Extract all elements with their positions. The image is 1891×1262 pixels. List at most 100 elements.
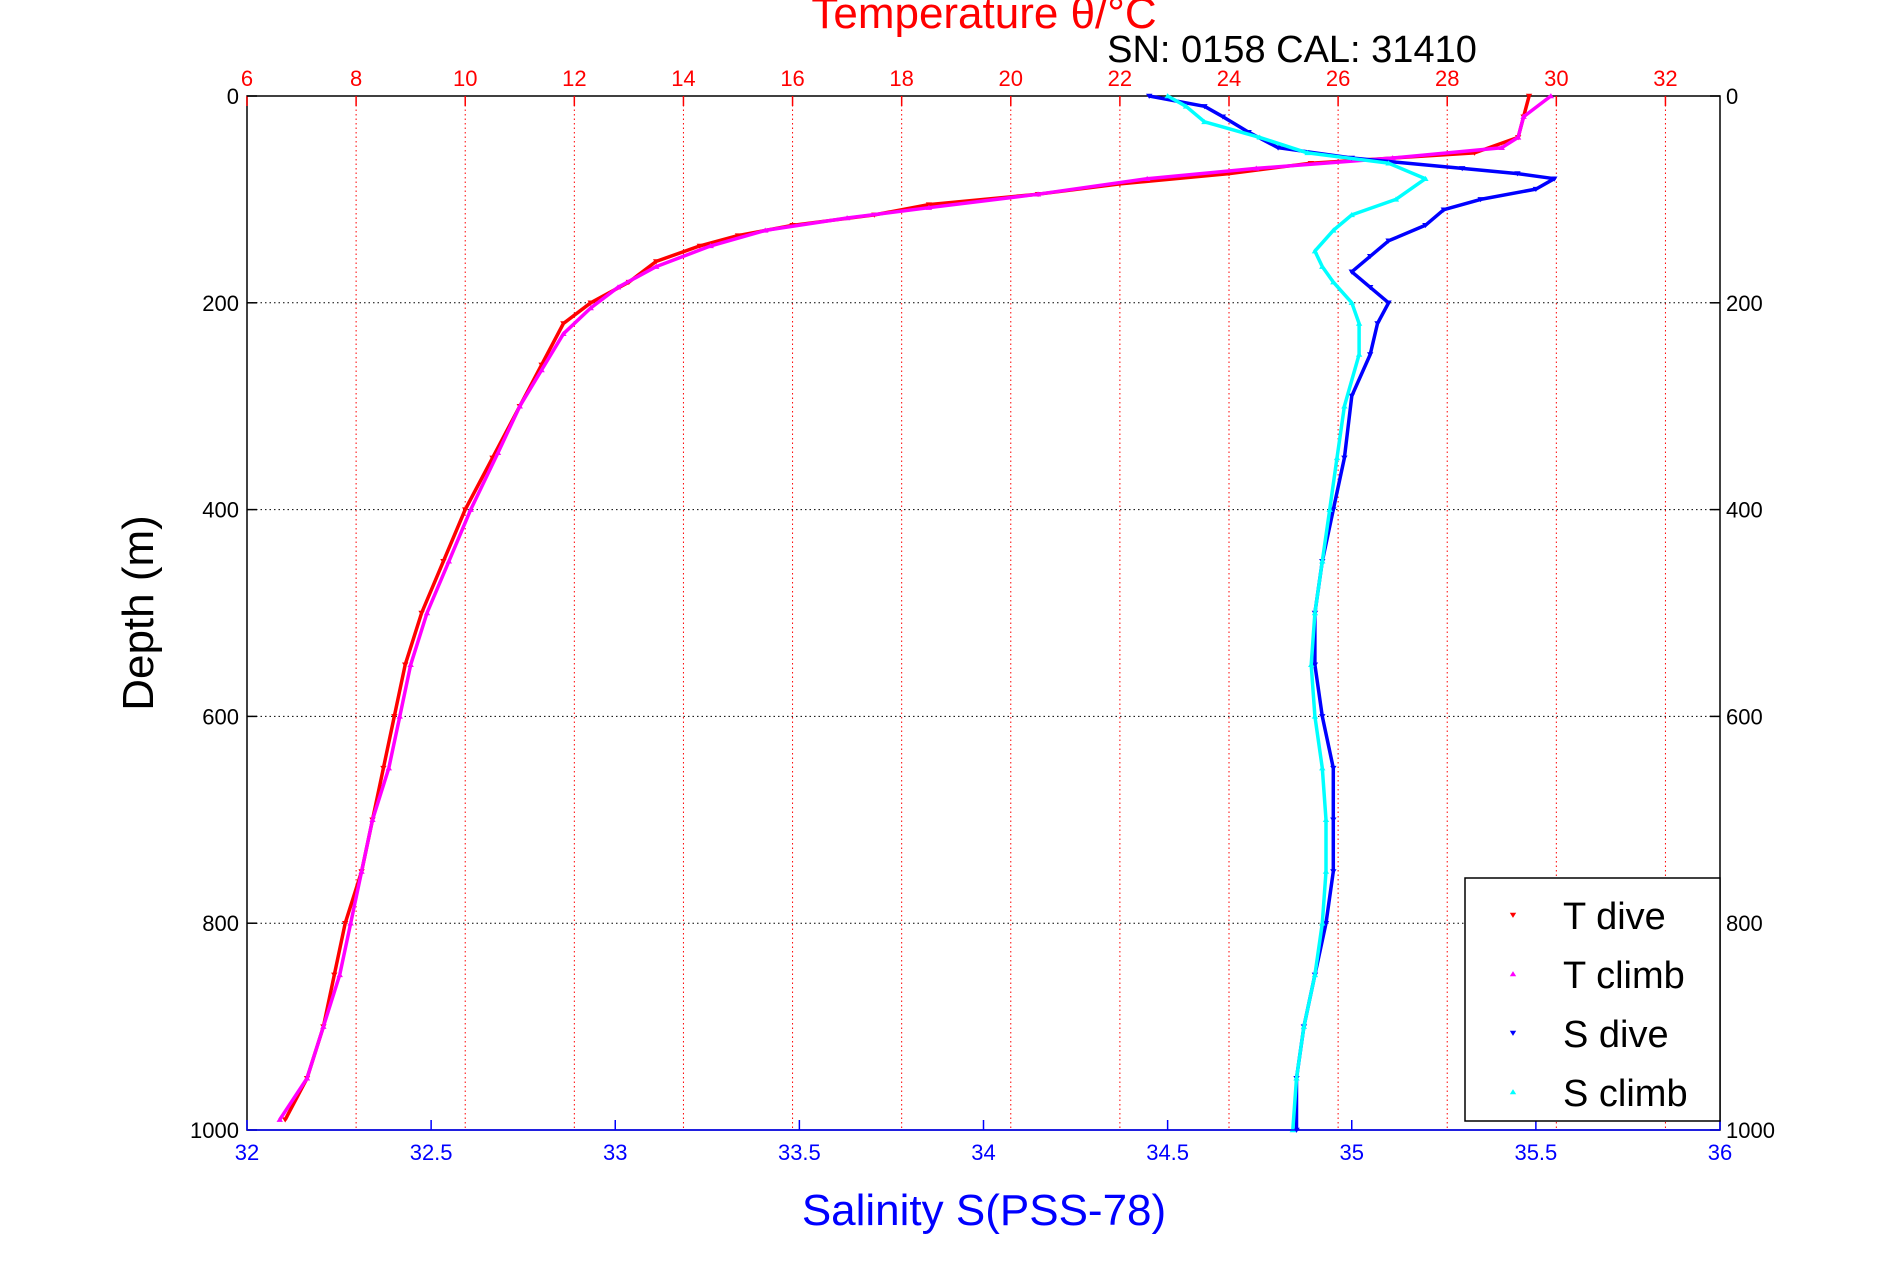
temperature-tick-label: 28 — [1435, 66, 1459, 91]
data-point-s-dive — [1330, 869, 1337, 875]
depth-tick-label: 0 — [227, 84, 239, 109]
data-point-s-climb — [1326, 506, 1333, 512]
data-point-s-climb — [1330, 279, 1337, 285]
data-point-t-climb — [560, 330, 567, 337]
data-point-t-climb — [538, 367, 545, 373]
legend-items: T dive T climb S dive S climb — [1509, 896, 1688, 1115]
tick-layer: 6 8 10 12 14 16 18 20 22 24 26 28 30 32 0 0 200 200 400 400… — [190, 66, 1775, 1165]
legend-marker-t-climb — [1509, 971, 1517, 977]
salinity-tick-label: 36 — [1708, 1140, 1732, 1165]
data-point-s-climb — [1319, 920, 1326, 926]
data-point-t-climb — [614, 284, 622, 290]
temperature-tick-label: 14 — [671, 66, 695, 91]
data-point-t-climb — [407, 661, 414, 667]
data-point-t-dive — [331, 972, 338, 978]
data-point-t-dive — [462, 507, 469, 513]
data-point-s-dive — [1274, 145, 1282, 151]
data-point-t-climb — [347, 920, 354, 926]
legend-label-t-climb: T climb — [1563, 955, 1685, 997]
data-point-s-climb — [1319, 263, 1326, 269]
data-point-s-climb — [1319, 765, 1326, 771]
legend: T dive T climb S dive S climb — [1464, 877, 1721, 1122]
data-point-t-climb — [1498, 144, 1505, 150]
data-point-s-climb — [1392, 196, 1400, 202]
depth-tick-label: 1000 — [190, 1118, 239, 1143]
data-point-s-climb — [1348, 212, 1355, 218]
temperature-tick-label: 30 — [1544, 66, 1568, 91]
data-point-t-climb — [396, 713, 403, 719]
salinity-tick-label: 33 — [603, 1140, 627, 1165]
series-t-climb — [276, 93, 1555, 1122]
data-point-t-climb — [423, 610, 431, 616]
temperature-tick-label: 18 — [889, 66, 913, 91]
data-point-s-climb — [1311, 610, 1319, 616]
legend-marker-t-dive — [1509, 912, 1517, 918]
data-point-t-dive — [440, 559, 447, 565]
data-point-s-dive — [1330, 507, 1337, 513]
chart-subtitle: SN: 0158 CAL: 31410 — [1107, 29, 1477, 71]
data-point-s-dive — [1514, 171, 1521, 177]
temperature-tick-label: 8 — [350, 66, 362, 91]
data-point-t-climb — [516, 403, 523, 409]
data-point-t-climb — [1520, 113, 1527, 119]
legend-marker-s-dive — [1509, 1030, 1517, 1036]
data-point-s-dive — [1366, 254, 1374, 260]
data-point-t-climb — [1547, 93, 1555, 99]
data-point-t-dive — [380, 765, 387, 771]
data-point-t-climb — [320, 1023, 327, 1029]
data-point-t-climb — [494, 449, 502, 455]
data-point-s-climb — [1293, 1075, 1300, 1081]
data-point-t-dive — [538, 362, 545, 368]
legend-marker-s-climb — [1509, 1089, 1517, 1095]
data-point-s-climb — [1164, 93, 1171, 99]
series-s-dive — [1146, 93, 1558, 1133]
depth-tick-label-right: 800 — [1726, 911, 1763, 936]
data-point-s-dive — [1330, 817, 1337, 823]
data-point-s-climb — [1311, 248, 1319, 254]
temperature-tick-label: 26 — [1326, 66, 1350, 91]
data-point-s-climb — [1300, 1023, 1308, 1029]
series-line-t-climb — [278, 94, 1552, 1121]
salinity-tick-label: 32 — [235, 1140, 259, 1165]
data-point-s-climb — [1355, 320, 1363, 326]
legend-label-s-dive: S dive — [1563, 1014, 1669, 1056]
data-point-s-climb — [1333, 455, 1341, 461]
data-point-s-climb — [1330, 227, 1337, 233]
salinity-tick-label: 34 — [971, 1140, 995, 1165]
data-point-s-climb — [1341, 403, 1348, 409]
data-point-s-dive — [1422, 223, 1429, 229]
data-point-t-dive — [402, 662, 409, 668]
data-point-t-climb — [467, 506, 474, 512]
data-point-t-dive — [652, 259, 660, 265]
data-point-t-climb — [1143, 175, 1151, 181]
data-layer — [276, 93, 1558, 1133]
data-point-t-climb — [707, 243, 714, 249]
data-point-s-dive — [1319, 714, 1326, 720]
data-point-s-dive — [1459, 166, 1466, 172]
data-point-s-dive — [1348, 393, 1355, 399]
data-point-t-climb — [336, 972, 343, 978]
data-point-s-dive — [1322, 920, 1330, 927]
data-point-s-climb — [1256, 134, 1263, 140]
salinity-tick-label: 34.5 — [1146, 1140, 1189, 1165]
data-point-t-climb — [1514, 134, 1522, 140]
salinity-tick-label: 33.5 — [778, 1140, 821, 1165]
temperature-tick-label: 24 — [1217, 66, 1241, 91]
salinity-tick-label: 35 — [1340, 1140, 1364, 1165]
depth-tick-label: 200 — [202, 291, 239, 316]
depth-tick-label-right: 1000 — [1726, 1118, 1775, 1143]
data-point-t-dive — [391, 714, 398, 720]
x-axis-label-salinity: Salinity S(PSS-78) — [802, 1186, 1166, 1235]
legend-box — [1464, 877, 1721, 1122]
data-point-s-climb — [1319, 558, 1326, 564]
data-point-s-climb — [1348, 299, 1355, 306]
data-point-t-climb — [1389, 155, 1396, 161]
data-point-t-dive — [560, 321, 567, 327]
salinity-tick-label: 32.5 — [410, 1140, 453, 1165]
data-point-t-dive — [281, 1117, 289, 1123]
depth-tick-label: 800 — [202, 911, 239, 936]
legend-label-s-climb: S climb — [1563, 1073, 1688, 1115]
data-point-s-dive — [1348, 269, 1355, 275]
salinity-tick-label: 35.5 — [1514, 1140, 1557, 1165]
temperature-tick-label: 20 — [999, 66, 1023, 91]
